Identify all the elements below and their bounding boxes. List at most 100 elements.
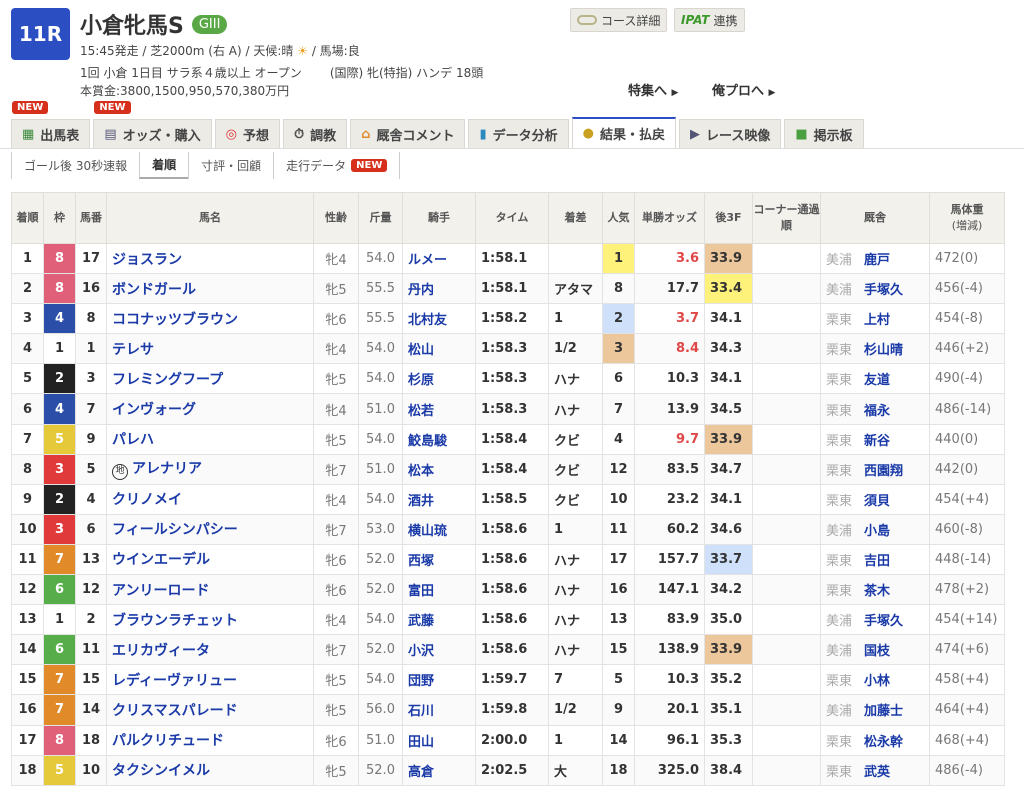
horse-name-cell: ブラウンラチェット (106, 604, 314, 636)
jockey-link[interactable]: 団野 (408, 674, 435, 690)
horse-name-link[interactable]: ジョスラン (112, 251, 182, 268)
tab-label: レース映像 (706, 128, 771, 144)
tab-race-video[interactable]: ▶ レース映像 (679, 119, 782, 148)
ipat-link-button[interactable]: IPAT 連携 (674, 8, 745, 32)
tab-bbs[interactable]: ■ 掲示板 (784, 119, 864, 148)
new-badge: NEW (94, 101, 131, 114)
jockey-link[interactable]: 松若 (408, 403, 435, 419)
horse-name-link[interactable]: ブラウンラチェット (112, 612, 238, 629)
trainer-link[interactable]: 吉田 (864, 553, 891, 569)
jockey-link[interactable]: 松本 (408, 463, 435, 479)
rank: 9 (11, 483, 44, 515)
trainer-link[interactable]: 武英 (864, 764, 891, 780)
carried-weight: 55.5 (358, 303, 403, 335)
trainer-link[interactable]: 松永幹 (864, 734, 904, 750)
trainer-link[interactable]: 手塚久 (864, 614, 904, 630)
horse-name-link[interactable]: レディーヴァリュー (112, 672, 238, 689)
finish-time: 1:58.1 (475, 242, 549, 275)
jockey-link[interactable]: 西塚 (408, 553, 435, 569)
table-row: 11 7 13 ウインエーデル 牝6 52.0 西塚 1:58.6 ハナ 17 … (11, 543, 1005, 576)
tab-odds[interactable]: NEW ▤ オッズ・購入 (93, 101, 212, 148)
jockey-link[interactable]: 杉原 (408, 373, 435, 389)
trainer-link[interactable]: 上村 (864, 313, 891, 329)
jockey-link[interactable]: 高倉 (408, 764, 435, 780)
horse-name-link[interactable]: タクシンイメル (112, 763, 210, 780)
subnav-quick-report[interactable]: ゴール後 30秒速報 (11, 152, 139, 179)
jockey-link[interactable]: 田山 (408, 734, 435, 750)
body-weight: 454(+4) (929, 483, 1005, 515)
win-odds: 8.4 (634, 333, 705, 365)
table-row: 4 1 1 テレサ 牝4 54.0 松山 1:58.3 1/2 3 8.4 34… (11, 333, 1005, 365)
course-detail-label: コース詳細 (601, 13, 661, 28)
trainer-link[interactable]: 友道 (864, 373, 891, 389)
sex-age: 牝6 (313, 543, 359, 576)
corner-order (752, 453, 821, 485)
carried-weight: 56.0 (358, 694, 403, 726)
horse-name-cell: ボンドガール (106, 273, 314, 305)
tab-training[interactable]: ⏱ 調教 (282, 119, 348, 148)
course-detail-button[interactable]: コース詳細 (570, 8, 668, 32)
trainer-link[interactable]: 須貝 (864, 493, 891, 509)
jockey-cell: 田山 (402, 724, 476, 756)
trainer-link[interactable]: 小林 (864, 674, 891, 690)
margin: クビ (548, 483, 603, 515)
tab-results[interactable]: ● 結果・払戻 (571, 117, 676, 148)
jockey-link[interactable]: 横山琉 (408, 523, 448, 539)
body-weight: 458(+4) (929, 664, 1005, 696)
trainer-link[interactable]: 新谷 (864, 433, 891, 449)
rank: 15 (11, 664, 44, 696)
jockey-link[interactable]: 小沢 (408, 644, 435, 660)
horse-name-link[interactable]: クリノメイ (112, 492, 182, 509)
subnav-running-data[interactable]: 走行データ NEW (273, 152, 399, 179)
trainer-link[interactable]: 国枝 (864, 644, 891, 660)
main-tabs: NEW ▦ 出馬表 NEW ▤ オッズ・購入 ◎ 予想 ⏱ 調教 ⌂ 厩舎コメント ▮ データ分… (11, 101, 864, 148)
jockey-link[interactable]: 酒井 (408, 493, 435, 509)
tab-prediction[interactable]: ◎ 予想 (214, 119, 280, 148)
subnav-review[interactable]: 寸評・回顧 (188, 152, 273, 179)
horse-name-link[interactable]: エリカヴィータ (112, 642, 210, 659)
horse-name-link[interactable]: フィールシンパシー (112, 522, 238, 539)
feature-link[interactable]: 特集へ ▶ (628, 80, 678, 99)
jockey-link[interactable]: 丹内 (408, 283, 435, 299)
horse-name-link[interactable]: ボンドガール (112, 281, 196, 298)
tab-stable-comment[interactable]: ⌂ 厩舎コメント (350, 119, 466, 148)
trainer-link[interactable]: 福永 (864, 403, 891, 419)
carried-weight: 51.0 (358, 724, 403, 756)
orepro-link[interactable]: 俺プロへ ▶ (712, 80, 775, 99)
horse-name-link[interactable]: ココナッツブラウン (112, 311, 238, 328)
finish-time: 2:00.0 (475, 724, 549, 756)
trainer-link[interactable]: 加藤士 (864, 704, 904, 720)
horse-name-link[interactable]: インヴォーグ (112, 402, 196, 419)
jockey-link[interactable]: 石川 (408, 704, 435, 720)
finish-time: 1:58.3 (475, 333, 549, 365)
trainer-link[interactable]: 茶木 (864, 584, 891, 600)
tab-data-analysis[interactable]: ▮ データ分析 (468, 119, 569, 148)
horse-number: 9 (75, 423, 107, 455)
horse-name-link[interactable]: テレサ (112, 341, 154, 358)
trainer-location: 美浦 (826, 704, 853, 720)
jockey-link[interactable]: ルメー (408, 253, 448, 269)
race-name: 小倉牝馬S (80, 14, 184, 39)
table-row: 15 7 15 レディーヴァリュー 牝5 54.0 団野 1:59.7 7 5 … (11, 664, 1005, 696)
trainer-link[interactable]: 西園翔 (864, 463, 904, 479)
jockey-link[interactable]: 武藤 (408, 614, 435, 630)
trainer-link[interactable]: 杉山晴 (864, 343, 904, 359)
horse-name-link[interactable]: クリスマスパレード (112, 702, 238, 719)
jockey-link[interactable]: 北村友 (408, 313, 448, 329)
horse-name-link[interactable]: ウインエーデル (112, 552, 210, 569)
margin: ハナ (548, 363, 603, 395)
trainer-link[interactable]: 手塚久 (864, 283, 904, 299)
trainer-link[interactable]: 小島 (864, 523, 891, 539)
subnav-results[interactable]: 着順 (139, 152, 189, 179)
horse-name-link[interactable]: アンリーロード (112, 582, 210, 599)
jockey-link[interactable]: 松山 (408, 343, 435, 359)
horse-name-link[interactable]: パルクリチュード (112, 733, 224, 750)
tab-shutuba[interactable]: NEW ▦ 出馬表 (11, 101, 91, 148)
horse-name-link[interactable]: パレハ (112, 432, 154, 449)
jockey-link[interactable]: 鮫島駿 (408, 433, 448, 449)
trainer-link[interactable]: 鹿戸 (864, 253, 891, 269)
col-popularity: 人気 (602, 192, 635, 244)
jockey-link[interactable]: 富田 (408, 584, 435, 600)
horse-name-link[interactable]: アレナリア (132, 461, 202, 478)
horse-name-link[interactable]: フレミングフープ (112, 371, 224, 388)
